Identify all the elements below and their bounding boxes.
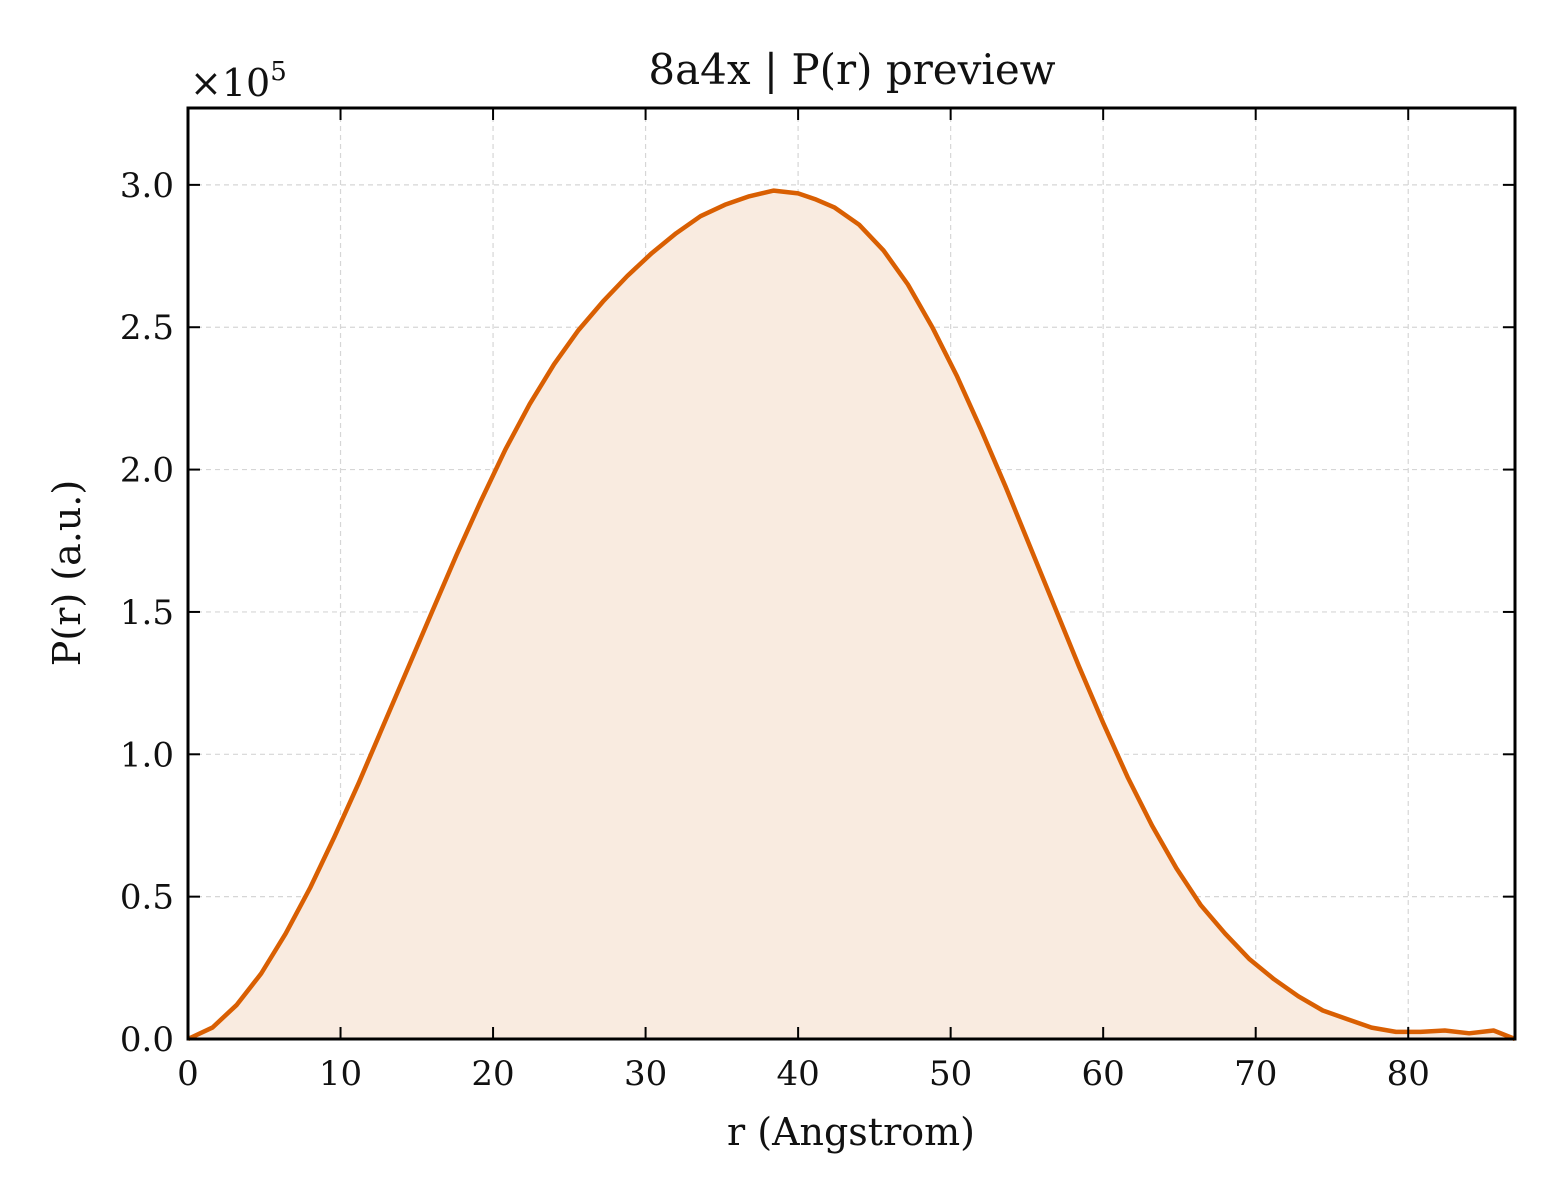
x-axis-label: r (Angstrom) <box>727 1110 975 1154</box>
y-axis-label: P(r) (a.u.) <box>45 480 89 666</box>
x-tick-label: 80 <box>1387 1054 1430 1094</box>
y-tick-label: 2.5 <box>120 308 174 348</box>
area-fill <box>188 190 1515 1040</box>
series-line <box>187 188 1516 1042</box>
x-tick-label: 10 <box>319 1054 362 1094</box>
y-tick-label: 1.0 <box>120 735 174 775</box>
y-scale-base: ×10 <box>190 61 270 105</box>
x-tick-label: 40 <box>776 1054 819 1094</box>
y-axis: 0.0 0.5 1.0 1.5 2.0 2.5 3.0 <box>120 166 1515 1060</box>
y-tick-label: 3.0 <box>120 166 174 206</box>
chart-title: 8a4x | P(r) preview <box>648 45 1055 94</box>
x-tick-label: 30 <box>624 1054 667 1094</box>
y-tick-label: 0.0 <box>120 1020 174 1060</box>
y-tick-label: 1.5 <box>120 593 174 633</box>
x-tick-label: 0 <box>177 1054 199 1094</box>
y-tick-label: 2.0 <box>120 451 174 491</box>
x-tick-label: 50 <box>929 1054 972 1094</box>
x-tick-label: 20 <box>471 1054 514 1094</box>
x-tick-label: 60 <box>1082 1054 1125 1094</box>
y-scale-label: ×105 <box>190 57 287 105</box>
y-scale-exponent: 5 <box>270 57 287 87</box>
y-tick-label: 0.5 <box>120 878 174 918</box>
x-axis: 0 10 20 30 40 50 60 70 80 <box>177 108 1430 1094</box>
plot-frame <box>186 106 1517 1041</box>
x-tick-label: 70 <box>1234 1054 1277 1094</box>
